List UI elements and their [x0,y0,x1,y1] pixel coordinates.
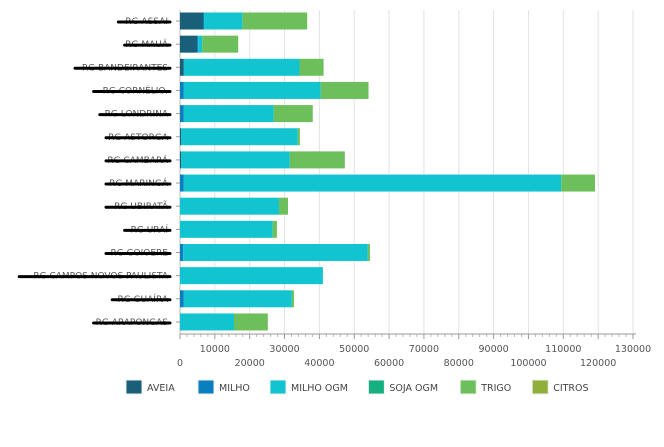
x-tick-label: 110000 [545,344,581,355]
x-tick-label: 90000 [478,344,508,355]
bar-segment-trigo [234,313,268,331]
x-tick-label: 40000 [304,358,334,369]
legend-swatch [125,379,143,395]
x-tick-label: 30000 [269,344,299,355]
bar-segment-milho [180,244,184,261]
x-tick-label: 130000 [615,344,651,355]
legend-label: AVEIA [147,383,175,394]
x-tick-label: 10000 [200,344,230,355]
bar-segment-trigo [242,12,308,30]
x-tick-label: 50000 [339,344,369,355]
bar-segment-trigo [367,244,370,261]
legend-label: CITROS [553,383,588,394]
bar-segment-milho-ogm [183,174,562,192]
x-tick-label: 60000 [374,358,404,369]
bar-segment-milho-ogm [204,12,243,30]
bar-segment-milho [202,12,205,30]
bar-segment-trigo [299,58,324,76]
legend-label: TRIGO [480,383,511,394]
bar-segment-milho-ogm [183,105,274,123]
bar-segment-trigo [278,197,289,215]
bar-segment-aveia [180,151,182,169]
bar-segment-aveia [180,128,182,146]
bar-segment-milho-ogm [198,35,203,53]
bar-segment-trigo [297,128,300,146]
bar-segment-milho [180,105,184,123]
bar-segment-milho [197,35,199,53]
bar-segment-milho-ogm [180,220,273,238]
legend-label: MILHO OGM [291,383,348,394]
bar-segment-milho [180,81,184,99]
bar-segment-trigo [273,105,313,123]
bar-segment-trigo [289,151,345,169]
bar-segment-milho-ogm [183,81,321,99]
bar-segment-milho-ogm [180,267,323,285]
bar-segment-trigo [272,220,277,238]
x-tick-label: 80000 [444,358,474,369]
bar-segment-milho-ogm [180,197,279,215]
bar-segment-milho-ogm [183,244,368,261]
bar-segment-milho-ogm [183,58,300,76]
legend-label: SOJA OGM [389,383,438,394]
bar-segment-milho [180,290,184,308]
bar-segment-trigo [561,174,596,192]
bar-segment-aveia [180,12,203,30]
bar-segment-aveia [180,35,198,53]
bar-segment-aveia [180,58,184,76]
x-tick-label: 0 [177,358,183,369]
bar-segment-milho-ogm [183,290,292,308]
bar-segment-milho-ogm [181,151,290,169]
legend-swatch [197,379,215,395]
legend-swatch [367,379,385,395]
bar-segment-milho [180,174,184,192]
x-tick-label: 70000 [409,344,439,355]
bar-segment-trigo [291,290,294,308]
x-tick-label: 100000 [510,358,546,369]
legend-swatch [459,379,477,395]
x-tick-label: 20000 [235,358,265,369]
legend-swatch [269,379,287,395]
legend-label: MILHO [219,383,250,394]
bar-segment-trigo [202,35,239,53]
bar-segment-milho-ogm [180,313,235,331]
bar-segment-milho-ogm [181,128,298,146]
x-tick-label: 120000 [580,358,616,369]
legend-swatch [531,379,549,395]
bar-segment-trigo [320,81,369,99]
